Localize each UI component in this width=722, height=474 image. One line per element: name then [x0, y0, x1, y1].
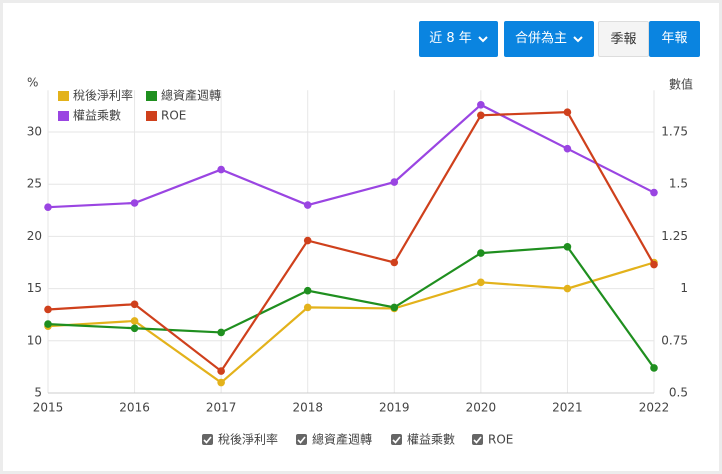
- y2-tick-label: 0.5: [669, 386, 688, 400]
- legend-swatch: [58, 111, 69, 121]
- y2-tick-label: 1.75: [661, 125, 688, 139]
- y2-axis-title: 數值: [669, 77, 693, 92]
- point: [477, 278, 485, 287]
- point: [44, 305, 52, 314]
- point: [130, 300, 139, 309]
- point: [477, 249, 485, 257]
- legend-label: 總資產週轉: [161, 88, 221, 103]
- legend-checkbox[interactable]: [202, 434, 213, 445]
- point: [217, 328, 225, 337]
- legend-swatch: [58, 91, 69, 101]
- point: [44, 320, 52, 328]
- chevron: [573, 35, 583, 42]
- page: 5 10 15 20 25 30 0.5 0.75 1 1.25 1.5 1.75 2015 2016 20…: [3, 3, 719, 471]
- quarterly-button[interactable]: 季報: [598, 21, 649, 57]
- point: [650, 364, 658, 372]
- point: [390, 258, 399, 267]
- y-tick-label: 25: [27, 177, 42, 191]
- consolidation-button[interactable]: 合併為主: [504, 21, 594, 57]
- y-tick-label: 5: [34, 386, 42, 400]
- x-tick-label: 2016: [119, 401, 150, 415]
- point: [217, 378, 225, 387]
- legend-checkbox[interactable]: [472, 434, 483, 445]
- legend-label: 稅後淨利率: [73, 88, 133, 103]
- point: [303, 303, 312, 312]
- button-label: 合併為主: [514, 31, 567, 46]
- point: [303, 286, 312, 295]
- point: [217, 367, 225, 375]
- point: [563, 108, 572, 116]
- y2-tick-label: 1.5: [669, 177, 688, 191]
- y2-tick-label: 1: [680, 281, 688, 295]
- series-line: [47, 103, 655, 209]
- point: [44, 203, 52, 211]
- legend-swatch: [146, 111, 157, 121]
- legend-label: 權益乘數: [73, 109, 121, 123]
- point: [563, 243, 572, 251]
- checkmark: [473, 436, 482, 444]
- point: [650, 188, 658, 197]
- x-tick-label: 2019: [379, 401, 410, 415]
- legend-toggle-label[interactable]: 權益乘數: [407, 433, 455, 447]
- point: [217, 165, 225, 174]
- point: [477, 111, 485, 120]
- point: [130, 324, 139, 333]
- y2-tick-label: 0.75: [661, 333, 688, 347]
- chart: 5 10 15 20 25 30 0.5 0.75 1 1.25 1.5 1.75 2015 2016 20…: [27, 76, 693, 447]
- period-button[interactable]: 近 8 年: [419, 21, 498, 57]
- point: [390, 178, 399, 186]
- x-tick-label: 2018: [292, 401, 323, 415]
- legend-swatch: [146, 91, 157, 101]
- x-tick-label: 2022: [639, 401, 670, 415]
- series-line: [47, 261, 655, 384]
- button-label: 近 8 年: [429, 31, 472, 46]
- legend-checkbox[interactable]: [296, 434, 307, 445]
- legend-toggle-label[interactable]: 稅後淨利率: [218, 432, 278, 447]
- point: [390, 303, 399, 312]
- legend-toggle-label[interactable]: ROE: [488, 433, 513, 447]
- point: [130, 199, 139, 207]
- legend-label: ROE: [161, 109, 186, 123]
- checkmark: [203, 436, 212, 444]
- y-tick-label: 20: [27, 229, 42, 243]
- y-tick-label: 10: [27, 333, 42, 347]
- x-tick-label: 2017: [206, 401, 237, 415]
- point: [130, 317, 139, 325]
- y2-tick-label: 1.25: [661, 229, 688, 243]
- checkmark: [392, 436, 401, 444]
- legend-checkbox[interactable]: [391, 434, 402, 445]
- point: [303, 236, 312, 245]
- point: [650, 260, 658, 269]
- y-tick-label: 30: [27, 125, 42, 139]
- button-label: 季報: [610, 32, 637, 47]
- y-axis-title: %: [27, 76, 38, 90]
- annual-button[interactable]: 年報: [649, 21, 700, 57]
- series-line: [47, 245, 655, 369]
- x-tick-label: 2020: [466, 401, 497, 415]
- x-tick-label: 2015: [33, 401, 64, 415]
- button-label: 年報: [661, 31, 688, 46]
- chevron: [478, 35, 488, 42]
- point: [563, 284, 572, 293]
- y-tick-label: 15: [27, 281, 42, 295]
- point: [477, 101, 485, 109]
- checkmark: [297, 436, 306, 444]
- point: [303, 201, 312, 209]
- legend-toggle-label[interactable]: 總資產週轉: [312, 432, 372, 447]
- point: [563, 144, 572, 153]
- x-tick-label: 2021: [552, 401, 583, 415]
- series-line: [47, 111, 655, 373]
